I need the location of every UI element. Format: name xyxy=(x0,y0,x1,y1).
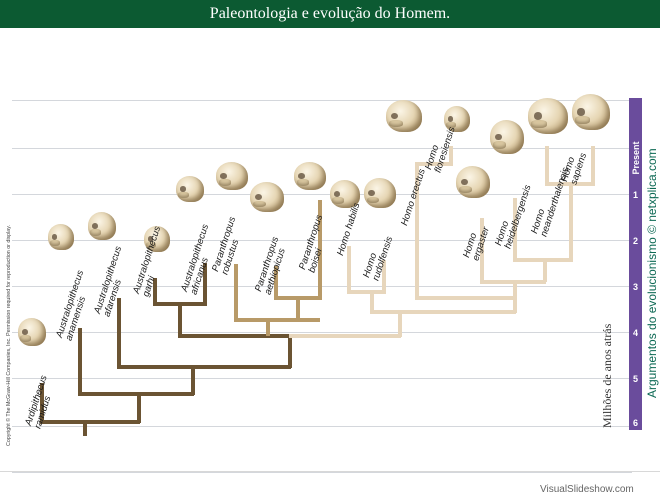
time-axis-bar xyxy=(629,98,642,430)
branch-crossbar-h xyxy=(415,296,516,300)
time-axis-title: Milhões de anos atrás xyxy=(600,323,614,428)
branch-heidelbergensis xyxy=(513,198,517,261)
time-tick-6: 6 xyxy=(632,418,638,428)
label-australopithecus-garhi: Australopithecus garhi xyxy=(131,224,164,299)
time-tick-2: 2 xyxy=(632,236,638,246)
grid-line xyxy=(12,194,632,195)
branch-root-stem xyxy=(83,422,87,436)
skull-australopithecus-afarensis xyxy=(88,212,116,240)
branch-neanderthalensis xyxy=(545,146,549,186)
branch-crossbar-i xyxy=(480,280,546,284)
skull-homo-rudolfensis xyxy=(364,178,396,208)
branch-node-f xyxy=(398,312,402,337)
time-tick-4: 4 xyxy=(632,328,638,338)
branch-africanus xyxy=(203,263,207,306)
branch-node-g xyxy=(370,292,374,312)
skull-paranthropus-boisei xyxy=(294,162,326,190)
branch-erectus xyxy=(415,164,419,300)
grid-line xyxy=(12,332,632,333)
branch-node-b xyxy=(191,367,195,395)
branch-root-crossbar xyxy=(40,420,140,424)
branch-ramidus xyxy=(40,383,44,423)
branch-node-d xyxy=(178,304,182,337)
branch-crossbar-e xyxy=(274,296,322,300)
branch-ergaster xyxy=(480,218,484,284)
label-paranthropus-robustus: Paranthropus robustus xyxy=(210,215,242,277)
branch-crossbar-j xyxy=(513,258,573,262)
evolution-diagram: Ardipithecus ramidus Australopithecus anam… xyxy=(0,28,660,500)
branch-crossbar-b xyxy=(117,365,291,369)
branch-sapiens xyxy=(591,146,595,186)
skull-australopithecus-anamensis xyxy=(48,224,74,250)
grid-line xyxy=(12,286,632,287)
grid-line xyxy=(12,148,632,149)
branch-paranthropus-stem xyxy=(266,320,270,336)
skull-homo-ergaster xyxy=(456,166,490,198)
branch-robustus xyxy=(234,264,238,322)
branch-rudolfensis xyxy=(382,260,386,294)
branch-floresiensis-link xyxy=(415,162,453,166)
skull-paranthropus-aethiopicus xyxy=(250,182,284,212)
time-tick-1: 1 xyxy=(632,190,638,200)
branch-garhi xyxy=(153,278,157,306)
branch-node-e xyxy=(296,298,300,320)
branch-node-k xyxy=(569,184,573,260)
label-paranthropus-aethiopicus: Paranthropus aethiopicus xyxy=(253,235,288,297)
branch-paranthropus-crossbar xyxy=(234,318,320,322)
footer-divider xyxy=(0,471,660,472)
time-tick-present: Present xyxy=(630,141,641,175)
branch-habilis xyxy=(347,246,351,294)
grid-line xyxy=(12,100,632,101)
branch-crossbar-f xyxy=(370,310,516,314)
skull-homo-erectus xyxy=(386,100,422,132)
site-caption: Argumentos do evolucionismo © netxplica.… xyxy=(645,148,659,398)
skull-australopithecus-garhi xyxy=(144,226,170,252)
copyright-note: Copyright © The McGraw-Hill Companies, I… xyxy=(6,225,12,446)
label-australopithecus-afarensis: Australopithecus afarensis xyxy=(92,244,125,319)
page-title: Paleontologia e evolução do Homem. xyxy=(209,5,451,22)
branch-crossbar-c xyxy=(178,334,292,338)
branch-floresiensis xyxy=(449,146,453,165)
skull-homo-floresiensis xyxy=(444,106,470,132)
branch-node-a xyxy=(137,394,141,423)
branch-crossbar-a xyxy=(78,392,194,396)
time-tick-3: 3 xyxy=(632,282,638,292)
time-tick-5: 5 xyxy=(632,374,638,384)
skull-homo-neanderthalensis xyxy=(528,98,568,134)
branch-homo-stem xyxy=(289,334,401,338)
label-homo-erectus: Homo erectus xyxy=(399,167,428,228)
grid-line xyxy=(12,378,632,379)
branch-anamensis xyxy=(78,328,82,396)
skull-paranthropus-robustus xyxy=(216,162,248,190)
skull-homo-habilis xyxy=(330,180,360,208)
skull-australopithecus-africanus xyxy=(176,176,204,202)
skull-homo-heidelbergensis xyxy=(490,120,524,154)
grid-line xyxy=(12,240,632,241)
skull-homo-sapiens xyxy=(572,94,610,130)
skull-ardipithecus-ramidus xyxy=(18,318,46,346)
label-paranthropus-boisei: Paranthropus boisei xyxy=(297,213,326,275)
branch-crossbar-d xyxy=(153,302,207,306)
branch-aethiopicus xyxy=(274,266,278,299)
header-bar: Paleontologia e evolução do Homem. xyxy=(0,0,660,28)
branch-crossbar-k xyxy=(545,182,595,186)
branch-node-j xyxy=(543,260,547,282)
branch-node-c xyxy=(288,336,292,368)
branch-afarensis xyxy=(117,298,121,368)
grid-line xyxy=(12,426,632,427)
grid-line xyxy=(12,472,632,473)
label-homo-ergaster: Homo ergaster xyxy=(461,225,492,263)
branch-crossbar-g xyxy=(347,290,386,294)
branch-boisei xyxy=(318,200,322,300)
label-homo-sapiens: Homo sapiens xyxy=(559,151,590,187)
watermark: VisualSlideshow.com xyxy=(540,484,634,495)
